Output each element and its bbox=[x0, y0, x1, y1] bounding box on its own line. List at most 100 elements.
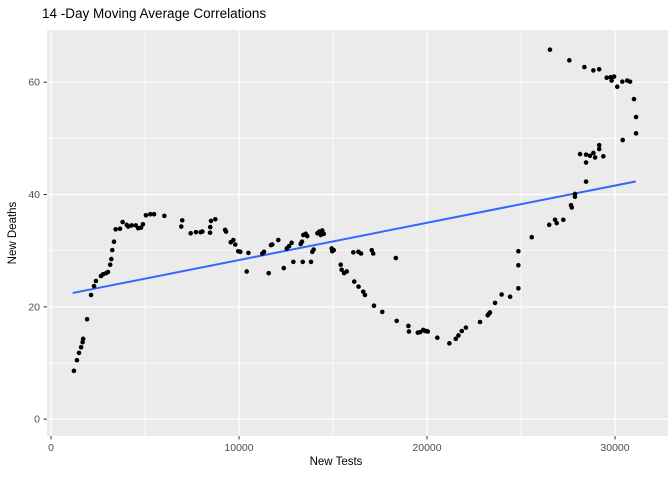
data-point bbox=[546, 222, 552, 228]
data-point bbox=[88, 292, 94, 298]
data-point bbox=[231, 237, 236, 243]
y-tick-label: 40 bbox=[28, 189, 40, 201]
x-tick-label: 30000 bbox=[600, 442, 629, 454]
y-tick-label: 0 bbox=[34, 414, 40, 426]
data-point bbox=[140, 221, 146, 227]
data-point bbox=[631, 96, 637, 102]
data-point bbox=[193, 229, 199, 235]
data-point bbox=[76, 350, 82, 356]
data-point bbox=[577, 151, 583, 157]
y-tick-label: 60 bbox=[28, 77, 40, 89]
data-point bbox=[379, 309, 385, 315]
data-point bbox=[308, 259, 314, 265]
data-point bbox=[370, 251, 376, 256]
data-point bbox=[275, 237, 281, 243]
x-tick-label: 0 bbox=[48, 442, 54, 454]
data-point bbox=[516, 262, 521, 268]
data-point bbox=[84, 316, 90, 322]
data-point bbox=[604, 75, 610, 81]
data-point bbox=[291, 259, 296, 265]
data-point bbox=[107, 262, 113, 268]
data-point bbox=[583, 179, 589, 184]
data-point bbox=[71, 368, 77, 374]
data-point bbox=[289, 240, 294, 246]
data-point bbox=[113, 227, 118, 232]
data-point bbox=[208, 218, 214, 224]
data-point bbox=[569, 205, 575, 210]
data-point bbox=[331, 247, 337, 253]
data-point bbox=[583, 160, 589, 165]
data-point bbox=[516, 248, 521, 254]
data-point bbox=[371, 303, 377, 309]
data-point bbox=[213, 216, 218, 222]
data-point bbox=[633, 131, 639, 136]
data-point bbox=[459, 328, 465, 334]
data-point bbox=[591, 150, 596, 156]
data-point bbox=[223, 229, 229, 234]
data-point bbox=[80, 336, 86, 342]
data-point bbox=[109, 256, 114, 262]
data-point bbox=[499, 292, 504, 297]
data-point bbox=[178, 224, 184, 229]
data-point bbox=[406, 329, 412, 334]
y-axis-title: New Deaths bbox=[7, 201, 19, 265]
data-point bbox=[129, 223, 134, 228]
data-point bbox=[554, 220, 560, 226]
data-point bbox=[567, 58, 572, 63]
data-point bbox=[344, 269, 350, 274]
data-point bbox=[425, 329, 431, 334]
data-point bbox=[351, 279, 357, 284]
data-point bbox=[394, 318, 400, 324]
data-point bbox=[356, 284, 361, 289]
data-point bbox=[143, 213, 149, 218]
data-point bbox=[286, 243, 292, 249]
x-tick-label: 20000 bbox=[412, 442, 441, 454]
data-point bbox=[620, 137, 626, 143]
data-point bbox=[406, 323, 411, 329]
data-point bbox=[358, 251, 364, 256]
data-point bbox=[311, 247, 316, 252]
data-point bbox=[261, 249, 267, 255]
data-point bbox=[591, 68, 596, 73]
data-point bbox=[151, 211, 157, 217]
data-point bbox=[105, 269, 111, 275]
data-point bbox=[91, 283, 97, 289]
data-point bbox=[507, 294, 513, 300]
data-point bbox=[435, 335, 440, 341]
data-point bbox=[339, 267, 344, 273]
data-point bbox=[487, 310, 493, 315]
x-tick-label: 10000 bbox=[224, 442, 253, 454]
data-point bbox=[321, 231, 327, 237]
data-point bbox=[456, 333, 461, 338]
data-point bbox=[516, 286, 521, 291]
data-point bbox=[111, 239, 117, 245]
data-point bbox=[281, 265, 287, 271]
data-point bbox=[269, 242, 275, 247]
data-point bbox=[582, 64, 587, 70]
data-point bbox=[238, 249, 243, 255]
data-point bbox=[351, 250, 356, 255]
data-point bbox=[74, 357, 80, 363]
data-point bbox=[138, 225, 144, 230]
data-point bbox=[601, 154, 606, 159]
data-point bbox=[117, 226, 123, 232]
data-point bbox=[572, 191, 578, 197]
data-point bbox=[299, 239, 305, 245]
x-axis-title: New Tests bbox=[309, 456, 363, 468]
data-point bbox=[609, 78, 614, 83]
data-point bbox=[244, 269, 250, 274]
data-point bbox=[362, 292, 368, 298]
data-point bbox=[547, 47, 553, 52]
y-tick-label: 20 bbox=[28, 301, 40, 313]
data-point bbox=[246, 250, 251, 256]
data-point bbox=[393, 255, 399, 261]
trend-line bbox=[72, 180, 636, 294]
data-point bbox=[78, 344, 84, 350]
data-point bbox=[207, 224, 213, 230]
data-point bbox=[611, 74, 617, 79]
data-point bbox=[633, 114, 639, 120]
data-point bbox=[596, 67, 602, 72]
data-point bbox=[300, 259, 306, 265]
